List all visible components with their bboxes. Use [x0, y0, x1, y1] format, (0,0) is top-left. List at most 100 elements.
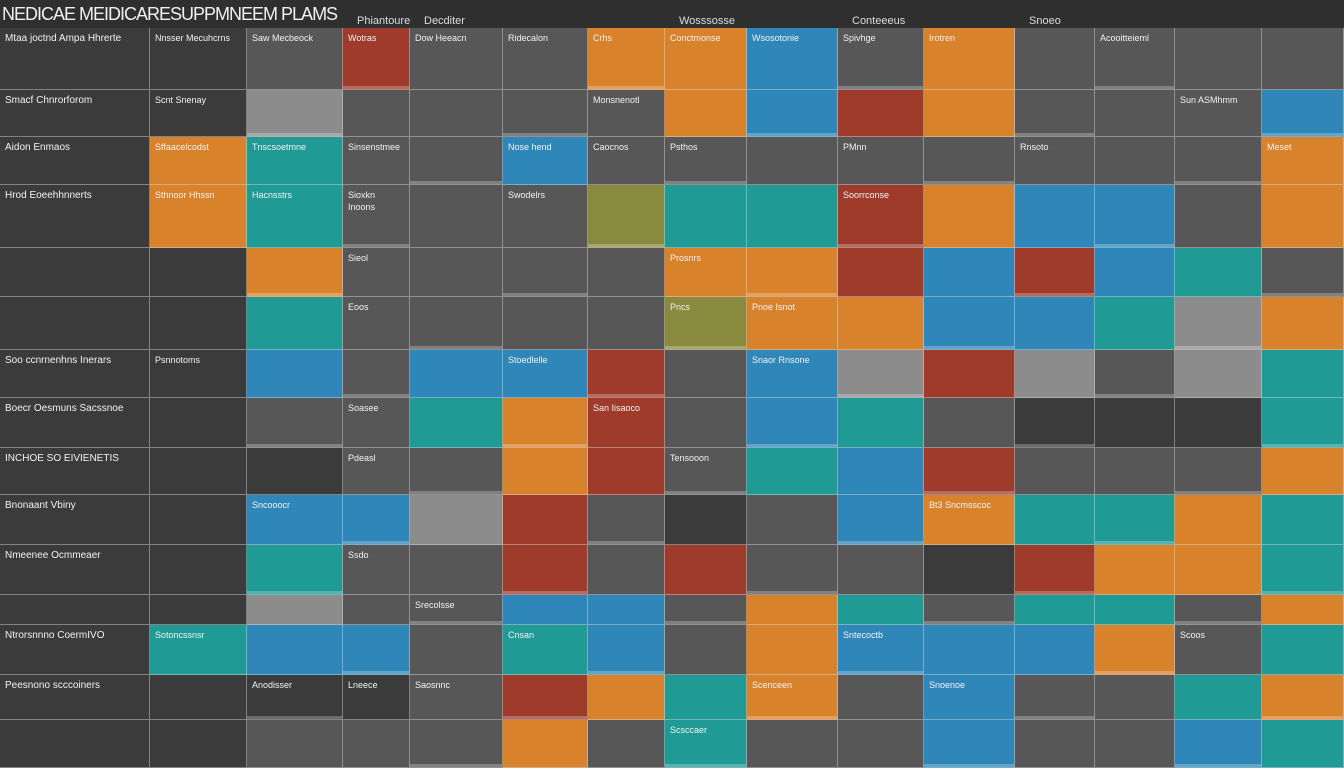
- table-cell: [1175, 398, 1262, 448]
- table-cell: Anodisser: [247, 675, 343, 720]
- table-cell: [1262, 545, 1344, 595]
- table-cell: Psthos: [665, 137, 747, 185]
- cell-divider: [588, 541, 664, 544]
- row-label: Hrod Eoeehhnnerts: [5, 190, 92, 201]
- table-cell: [1095, 595, 1175, 625]
- table-cell: Nnsser Mecuhcrns: [150, 28, 247, 90]
- table-cell: [1095, 398, 1175, 448]
- table-cell: [1095, 90, 1175, 137]
- row-label-cell: [0, 720, 150, 768]
- cell-text: Saosnnc: [415, 680, 451, 690]
- table-cell: [503, 398, 588, 448]
- column-header: Decditer: [424, 15, 465, 27]
- cell-divider: [1095, 244, 1174, 247]
- table-cell: Pdeasl: [343, 448, 410, 495]
- table-cell: [1175, 675, 1262, 720]
- table-cell: [1095, 137, 1175, 185]
- cell-divider: [343, 671, 409, 674]
- table-cell: Conctmonse: [665, 28, 747, 90]
- cell-text: PMnn: [843, 142, 867, 152]
- table-cell: [410, 350, 503, 398]
- table-cell: [924, 595, 1015, 625]
- row-label-cell: INCHOE SO EIVIENETIS: [0, 448, 150, 495]
- table-cell: [1095, 248, 1175, 297]
- cell-divider: [747, 444, 837, 447]
- table-cell: [838, 675, 924, 720]
- table-cell: Eoos: [343, 297, 410, 350]
- table-cell: [343, 350, 410, 398]
- row-label-cell: Ntrorsnnno CoermIVO: [0, 625, 150, 675]
- table-cell: [247, 448, 343, 495]
- table-cell: [838, 90, 924, 137]
- cell-divider: [1095, 394, 1174, 397]
- table-cell: [247, 350, 343, 398]
- table-cell: Sotoncssnsr: [150, 625, 247, 675]
- table-cell: [588, 185, 665, 248]
- cell-divider: [1175, 346, 1261, 349]
- cell-text: Bt3 Sncmsscoc: [929, 500, 992, 510]
- cell-divider: [747, 716, 837, 719]
- table-cell: [747, 398, 838, 448]
- table-cell: Monsnenotl: [588, 90, 665, 137]
- cell-divider: [503, 444, 587, 447]
- table-cell: [924, 545, 1015, 595]
- table-cell: Spivhge: [838, 28, 924, 90]
- cell-divider: [1262, 293, 1343, 296]
- table-cell: [1095, 350, 1175, 398]
- table-cell: Saosnnc: [410, 675, 503, 720]
- cell-divider: [588, 86, 664, 89]
- table-cell: [247, 248, 343, 297]
- table-cell: [924, 90, 1015, 137]
- row-label-cell: Bnonaant Vbiny: [0, 495, 150, 545]
- cell-divider: [924, 346, 1014, 349]
- cell-divider: [1095, 541, 1174, 544]
- table-cell: [1262, 350, 1344, 398]
- table-cell: Soorrconse: [838, 185, 924, 248]
- table-cell: Irotren: [924, 28, 1015, 90]
- table-cell: [588, 495, 665, 545]
- table-cell: [747, 495, 838, 545]
- row-label-cell: [0, 248, 150, 297]
- column-header: Wosssosse: [679, 15, 736, 27]
- plan-comparison-grid: Mtaa joctnd Ampa Hhrerte Nnsser Mecuhcrns…: [0, 28, 1344, 768]
- table-cell: [503, 545, 588, 595]
- table-cell: [1095, 720, 1175, 768]
- table-cell: [1015, 675, 1095, 720]
- table-cell: [503, 675, 588, 720]
- table-cell: [150, 398, 247, 448]
- table-cell: [747, 595, 838, 625]
- cell-text: Cnsan: [508, 630, 535, 640]
- table-cell: [410, 248, 503, 297]
- cell-divider: [343, 244, 409, 247]
- table-cell: [665, 675, 747, 720]
- table-cell: [343, 90, 410, 137]
- cell-text: Snaor Rnsone: [752, 355, 810, 365]
- table-cell: [150, 595, 247, 625]
- table-cell: [838, 350, 924, 398]
- cell-divider: [838, 394, 923, 397]
- table-cell: [247, 398, 343, 448]
- cell-text: Spivhge: [843, 33, 876, 43]
- row-label: Bnonaant Vbiny: [5, 500, 76, 511]
- cell-text: Scoos: [1180, 630, 1206, 640]
- table-cell: [1015, 297, 1095, 350]
- cell-text: Scnt Snenay: [155, 95, 207, 105]
- table-cell: [247, 545, 343, 595]
- table-cell: Nose hend: [503, 137, 588, 185]
- row-label-cell: Boecr Oesmuns Sacssnoe: [0, 398, 150, 448]
- table-cell: [665, 350, 747, 398]
- cell-divider: [1175, 621, 1261, 624]
- table-cell: Bt3 Sncmsscoc: [924, 495, 1015, 545]
- table-cell: [410, 625, 503, 675]
- cell-text: Ridecalon: [508, 33, 549, 43]
- table-cell: Rnsoto: [1015, 137, 1095, 185]
- table-cell: [838, 398, 924, 448]
- table-cell: [410, 185, 503, 248]
- cell-text: Sinsenstmee: [348, 142, 401, 152]
- table-cell: [924, 248, 1015, 297]
- table-cell: [924, 350, 1015, 398]
- cell-divider: [747, 591, 837, 594]
- table-cell: [588, 448, 665, 495]
- table-cell: [588, 297, 665, 350]
- cell-text: Lneece: [348, 680, 378, 690]
